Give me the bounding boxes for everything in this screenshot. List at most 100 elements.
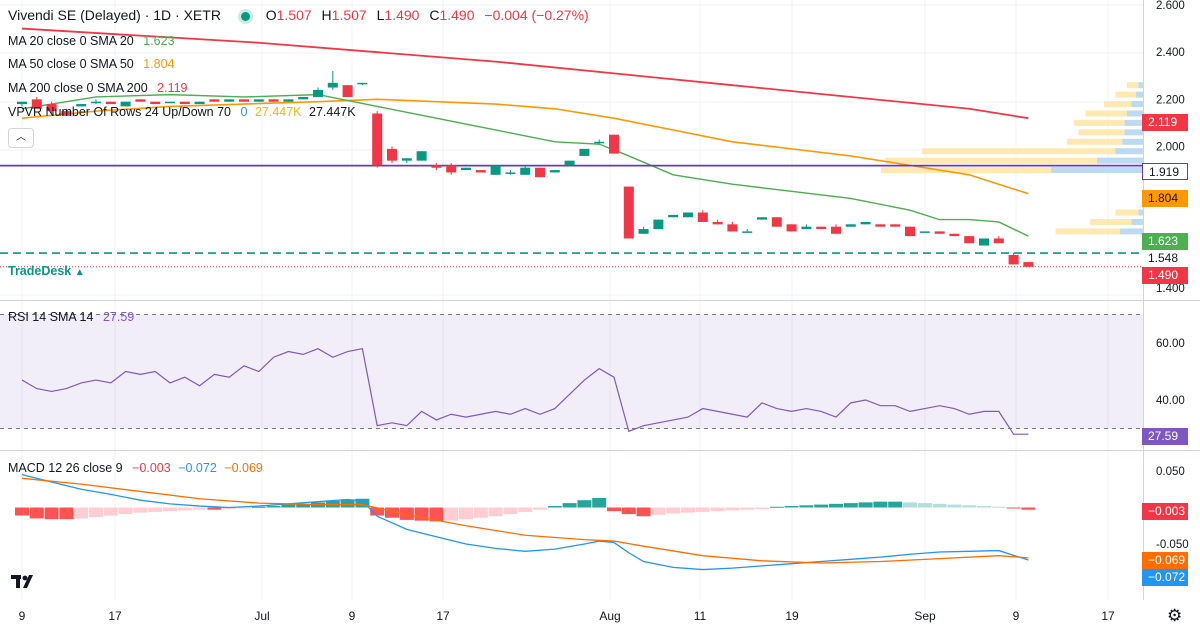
legend-macd[interactable]: MACD 12 26 close 9 −0.003 −0.072 −0.069 xyxy=(8,461,263,475)
y-tick-main-1: 2.400 xyxy=(1156,47,1185,59)
macd-hist-bar-59 xyxy=(888,501,903,508)
price-label-ma50: 1.804 xyxy=(1142,190,1188,207)
macd-hist-bar-26 xyxy=(399,507,414,520)
macd-signal-line xyxy=(21,477,1029,564)
macd-hist-bar-23 xyxy=(355,498,370,508)
x-tick-2: Jul xyxy=(254,609,269,623)
vpvr-up-bar-10 xyxy=(1115,209,1139,216)
candle-body-21 xyxy=(327,82,338,88)
ma20-value: 1.623 xyxy=(143,34,175,48)
macd-hist-bar-48 xyxy=(725,507,740,511)
candle-body-0 xyxy=(17,101,27,105)
candle-body-49 xyxy=(742,231,753,233)
macd-hist-bar-36 xyxy=(547,506,562,508)
candle-body-5 xyxy=(91,101,101,104)
candle-body-51 xyxy=(771,217,782,227)
candle-body-66 xyxy=(993,238,1004,244)
vpvr-down-bar-11 xyxy=(1131,218,1143,225)
ma50-value: 1.804 xyxy=(143,57,175,71)
legend-ma50[interactable]: MA 50 close 0 SMA 50 1.804 xyxy=(8,57,175,71)
vpvr-v1: 0 xyxy=(240,105,248,119)
settings-gear-icon[interactable]: ⚙ xyxy=(1167,606,1183,625)
vpvr-v3: 27.447K xyxy=(309,105,356,119)
candle-body-40 xyxy=(609,134,619,154)
legend-rsi[interactable]: RSI 14 SMA 14 27.59 xyxy=(8,310,134,324)
vpvr-v2: 27.447K xyxy=(254,105,302,119)
macd-hist-bar-45 xyxy=(681,507,695,513)
candle-body-25 xyxy=(387,148,397,161)
macd-hist-bar-68 xyxy=(1021,507,1036,510)
candle-body-18 xyxy=(283,99,294,102)
ohlc-close-key: C xyxy=(429,7,440,23)
legend-ma200[interactable]: MA 200 close 0 SMA 200 2.119 xyxy=(8,81,188,95)
macd-hist-bar-31 xyxy=(473,507,488,518)
macd-hist-bar-11 xyxy=(177,507,192,511)
macd-hist-bar-15 xyxy=(237,507,251,509)
candle-body-20 xyxy=(313,89,323,97)
ohlc-low-key: L xyxy=(376,7,385,23)
candle-body-37 xyxy=(564,160,575,166)
macd-line-value: −0.072 xyxy=(178,461,217,475)
macd-hist-bar-29 xyxy=(444,507,459,521)
macd-hist-bar-2 xyxy=(44,507,59,520)
macd-label: MACD 12 26 close 9 xyxy=(8,461,123,475)
macd-hist-bar-30 xyxy=(459,507,473,520)
vpvr-down-bar-2 xyxy=(1131,101,1143,108)
x-tick-8: Sep xyxy=(914,609,936,623)
tradedesk-badge[interactable]: TradeDesk ▲ xyxy=(8,264,85,278)
candle-body-59 xyxy=(890,224,901,227)
vpvr-down-bar-4 xyxy=(1124,119,1143,126)
market-status-icon xyxy=(240,11,250,21)
y-tick-main-2: 2.200 xyxy=(1156,94,1185,106)
vpvr-down-bar-9 xyxy=(1051,167,1143,174)
vpvr-up-bar-2 xyxy=(1103,101,1132,108)
tradingview-logo-icon[interactable] xyxy=(10,570,40,592)
x-tick-9: 9 xyxy=(1013,609,1020,623)
vpvr-down-bar-5 xyxy=(1124,129,1143,136)
macd-hist-bar-18 xyxy=(281,504,296,508)
macd-hist-bar-32 xyxy=(488,507,503,517)
macd-hist-bar-49 xyxy=(740,507,755,510)
candle-body-2 xyxy=(46,104,57,112)
macd-hist-bar-1 xyxy=(29,507,44,519)
macd-hist-bar-16 xyxy=(251,506,266,508)
candle-body-64 xyxy=(964,236,975,244)
candle-body-38 xyxy=(579,148,590,156)
candle-body-30 xyxy=(461,167,471,171)
rsi-band xyxy=(0,314,1143,429)
macd-hist-bar-35 xyxy=(533,507,547,510)
vpvr-down-bar-3 xyxy=(1126,110,1143,117)
candle-body-42 xyxy=(638,229,649,234)
ma200-value: 2.119 xyxy=(157,81,188,95)
legend-ma20[interactable]: MA 20 close 0 SMA 20 1.623 xyxy=(8,34,175,48)
ma200-line xyxy=(21,27,1029,120)
symbol-title[interactable]: Vivendi SE (Delayed) · 1D · XETR xyxy=(8,7,221,23)
vpvr-up-bar-8 xyxy=(885,157,1097,164)
candle-body-48 xyxy=(727,224,738,232)
macd-hist-bar-65 xyxy=(977,506,991,508)
candle-body-13 xyxy=(209,99,220,102)
macd-hist-bar-62 xyxy=(932,503,947,508)
macd-hist-bar-40 xyxy=(607,507,621,512)
price-label-ma200: 2.119 xyxy=(1142,114,1188,131)
macd-hist-bar-37 xyxy=(562,503,577,508)
macd-hist-bar-41 xyxy=(621,507,636,515)
candle-body-47 xyxy=(712,221,723,225)
candle-body-1 xyxy=(31,99,42,109)
macd-hist-bar-54 xyxy=(814,504,829,508)
ma20-label: MA 20 close 0 SMA 20 xyxy=(8,34,134,48)
collapse-legend-button[interactable]: ︿ xyxy=(8,128,34,148)
x-tick-0: 9 xyxy=(19,609,26,623)
candle-body-9 xyxy=(150,101,161,105)
vpvr-down-bar-10 xyxy=(1138,209,1143,216)
price-label-hline: 1.919 xyxy=(1142,163,1188,180)
price-label-rsi: 27.59 xyxy=(1142,428,1188,445)
legend-vpvr[interactable]: VPVR Number Of Rows 24 Up/Down 70 0 27.4… xyxy=(8,105,356,119)
candle-body-60 xyxy=(905,226,915,237)
tradedesk-label: TradeDesk xyxy=(8,264,72,278)
macd-hist-bar-28 xyxy=(429,507,444,522)
price-label-ma20: 1.623 xyxy=(1142,233,1188,250)
y-tick-macd-1: -0.050 xyxy=(1156,539,1189,551)
price-label-macd-hist: −0.003 xyxy=(1142,503,1188,520)
